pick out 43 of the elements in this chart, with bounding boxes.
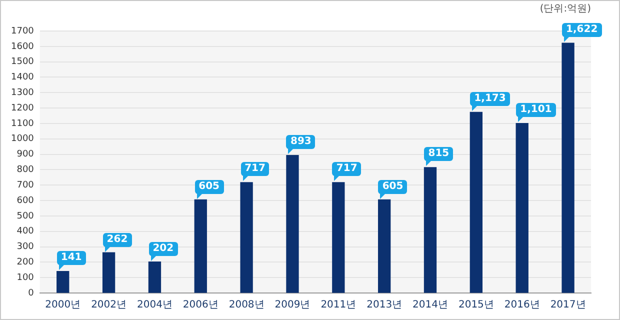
x-tick-label: 2009년 (274, 300, 310, 311)
y-tick-label: 1200 (11, 103, 34, 114)
data-label: 1,622 (562, 23, 602, 38)
y-tick-label: 900 (16, 150, 34, 160)
y-tick-label: 700 (16, 180, 34, 190)
data-label: 1,101 (516, 103, 556, 118)
y-tick-label: 1000 (11, 134, 34, 144)
text: (단위:억원) (540, 4, 592, 15)
data-label: 893 (286, 135, 316, 150)
x-tick-label: 2004년 (136, 300, 172, 311)
y-tick-label: 1400 (11, 72, 34, 83)
x-tick-label: 2017년 (550, 300, 586, 311)
y-tick-label: 1700 (11, 26, 34, 36)
data-label: 141 (56, 251, 86, 266)
data-label: 605 (378, 180, 408, 194)
x-tick-label: 2015년 (458, 300, 494, 311)
y-tick-label: 1600 (11, 42, 34, 52)
x-tick-label: 2000년 (45, 300, 81, 311)
y-tick-label: 1500 (11, 57, 34, 68)
data-label: 815 (424, 147, 454, 162)
y-tick-label: 1100 (11, 118, 34, 129)
y-tick-label: 100 (16, 272, 34, 283)
x-tick-label: 2008년 (228, 300, 264, 311)
y-tick-label: 0 (28, 288, 34, 298)
x-tick-label: 2016년 (504, 300, 540, 311)
y-tick-label: 200 (16, 258, 34, 268)
x-tick-label: 2006년 (182, 300, 218, 311)
x-tick-label: 2014년 (412, 300, 448, 311)
x-tick-label: 2013년 (366, 300, 402, 311)
y-tick-label: 300 (16, 242, 34, 252)
data-label: 1,173 (470, 92, 510, 106)
data-label: 605 (194, 180, 224, 194)
data-label: 717 (332, 162, 362, 176)
y-tick-label: 600 (16, 196, 34, 206)
y-tick-label: 1300 (11, 88, 34, 98)
y-tick-label: 400 (16, 226, 34, 237)
data-label: 262 (102, 232, 132, 247)
x-tick-label: 2002년 (91, 300, 127, 311)
x-tick-label: 2011년 (320, 300, 356, 311)
y-tick-label: 500 (16, 211, 34, 222)
data-label: 717 (240, 162, 270, 176)
y-tick-label: 800 (16, 165, 34, 176)
data-label: 202 (148, 242, 178, 256)
